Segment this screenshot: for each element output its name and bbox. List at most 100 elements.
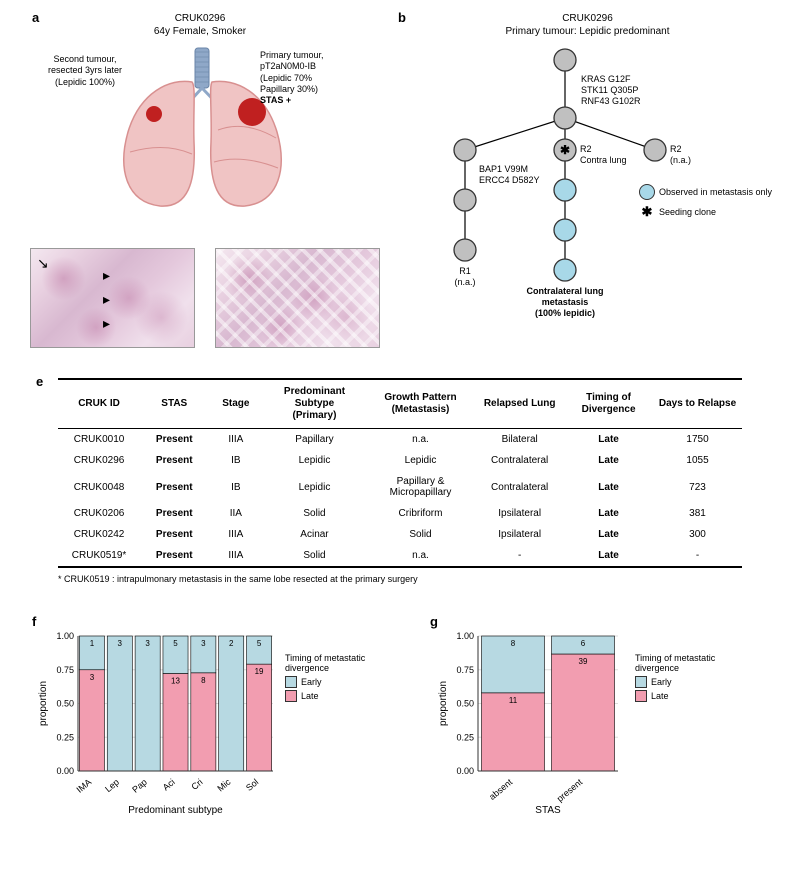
- patient-id: CRUK0296: [175, 13, 226, 24]
- svg-text:0.25: 0.25: [456, 732, 474, 742]
- table-col-4: Growth Pattern(Metastasis): [366, 379, 475, 429]
- svg-text:Aci: Aci: [161, 777, 177, 793]
- table-cell: Acinar: [263, 524, 366, 545]
- table-cell: Solid: [263, 545, 366, 567]
- table-col-2: Stage: [208, 379, 263, 429]
- svg-text:8: 8: [201, 676, 206, 685]
- table-col-1: STAS: [140, 379, 208, 429]
- panel-b-tree: CRUK0296 Primary tumour: Lepidic predomi…: [395, 12, 780, 332]
- tree-svg: ✱KRAS G12FSTK11 Q305PRNF43 G102RBAP1 V99…: [395, 40, 780, 320]
- left-tumor-text: Second tumour,resected 3yrs later(Lepidi…: [30, 54, 140, 88]
- table-cell: 300: [653, 524, 742, 545]
- table-col-7: Days to Relapse: [653, 379, 742, 429]
- table-footnote: * CRUK0519 : intrapulmonary metastasis i…: [58, 574, 742, 584]
- svg-text:✱: ✱: [560, 143, 570, 157]
- table-cell: n.a.: [366, 429, 475, 451]
- table-cell: -: [653, 545, 742, 567]
- table-cell: Present: [140, 545, 208, 567]
- legend-met-text: Observed in metastasis only: [659, 187, 772, 197]
- panel-a-lung-diagram: CRUK0296 64y Female, Smoker Second tumou…: [30, 12, 370, 232]
- svg-text:39: 39: [579, 657, 588, 666]
- svg-text:Cri: Cri: [189, 777, 204, 792]
- table-cell: Contralateral: [475, 471, 564, 503]
- svg-text:proportion: proportion: [438, 681, 449, 726]
- histology-d-image: [215, 248, 380, 348]
- table-row: CRUK0519*PresentIIIASolidn.a.-Late-: [58, 545, 742, 567]
- panel-f-chart: 0.000.250.500.751.0031IMA3Lep3Pap135Aci8…: [30, 618, 410, 843]
- table-cell: IIIA: [208, 545, 263, 567]
- svg-text:present: present: [555, 777, 585, 804]
- svg-text:KRAS G12F: KRAS G12F: [581, 74, 631, 84]
- chart-f-legend: Timing of metastaticdivergenceEarlyLate: [285, 653, 365, 704]
- svg-text:R2: R2: [580, 144, 592, 154]
- svg-text:5: 5: [257, 639, 262, 648]
- table-cell: -: [475, 545, 564, 567]
- table-cell: Cribriform: [366, 503, 475, 524]
- svg-text:3: 3: [118, 639, 123, 648]
- patient-info: 64y Female, Smoker: [154, 26, 246, 37]
- svg-text:0.00: 0.00: [456, 766, 474, 776]
- table-cell: Late: [564, 524, 653, 545]
- table-cell: CRUK0242: [58, 524, 140, 545]
- table-cell: IB: [208, 471, 263, 503]
- table-cell: 381: [653, 503, 742, 524]
- table-cell: Ipsilateral: [475, 524, 564, 545]
- tree-patient-id: CRUK0296: [562, 13, 613, 24]
- chart-g-svg: 0.000.250.500.751.00118absent396presentp…: [430, 618, 770, 828]
- table-cell: CRUK0048: [58, 471, 140, 503]
- table-cell: Late: [564, 429, 653, 451]
- panel-d-histology: [215, 248, 390, 363]
- table-cell: Ipsilateral: [475, 503, 564, 524]
- svg-text:1.00: 1.00: [56, 631, 74, 641]
- table-cell: Contralateral: [475, 450, 564, 471]
- table-cell: 1055: [653, 450, 742, 471]
- table-cell: 1750: [653, 429, 742, 451]
- svg-text:ERCC4 D582Y: ERCC4 D582Y: [479, 175, 540, 185]
- svg-text:3: 3: [90, 673, 95, 682]
- svg-text:0.50: 0.50: [56, 699, 74, 709]
- right-tumor-text: Primary tumour,pT2aN0M0-IB(Lepidic 70%Pa…: [260, 50, 370, 106]
- svg-text:1.00: 1.00: [456, 631, 474, 641]
- table-row: CRUK0010PresentIIIAPapillaryn.a.Bilatera…: [58, 429, 742, 451]
- table-cell: CRUK0296: [58, 450, 140, 471]
- table-cell: IIA: [208, 503, 263, 524]
- table-row: CRUK0296PresentIBLepidicLepidicContralat…: [58, 450, 742, 471]
- svg-text:Contralateral lung: Contralateral lung: [526, 286, 603, 296]
- svg-text:3: 3: [145, 639, 150, 648]
- svg-text:STAS: STAS: [535, 805, 561, 816]
- table-cell: Bilateral: [475, 429, 564, 451]
- table-cell: Papillary: [263, 429, 366, 451]
- table-cell: Present: [140, 503, 208, 524]
- svg-text:0.75: 0.75: [56, 665, 74, 675]
- table-cell: Late: [564, 450, 653, 471]
- table-cell: CRUK0519*: [58, 545, 140, 567]
- svg-text:0.50: 0.50: [456, 699, 474, 709]
- panel-e-label: e: [36, 374, 43, 389]
- svg-text:(100% lepidic): (100% lepidic): [535, 308, 595, 318]
- table-row: CRUK0242PresentIIIAAcinarSolidIpsilatera…: [58, 524, 742, 545]
- svg-text:Lep: Lep: [103, 777, 121, 794]
- svg-text:metastasis: metastasis: [542, 297, 589, 307]
- svg-text:3: 3: [201, 639, 206, 648]
- table-cell: IB: [208, 450, 263, 471]
- histology-c-image: ↘ ▸ ▸ ▸: [30, 248, 195, 348]
- table-cell: Lepidic: [263, 450, 366, 471]
- svg-text:11: 11: [509, 696, 518, 705]
- svg-text:0.75: 0.75: [456, 665, 474, 675]
- svg-text:(n.a.): (n.a.): [670, 155, 691, 165]
- table-cell: Solid: [263, 503, 366, 524]
- svg-text:IMA: IMA: [75, 777, 94, 795]
- table-header-row: CRUK IDSTASStagePredominant Subtype(Prim…: [58, 379, 742, 429]
- table-cell: Present: [140, 450, 208, 471]
- table-cell: Lepidic: [366, 450, 475, 471]
- tree-title: Primary tumour: Lepidic predominant: [506, 26, 670, 37]
- svg-text:STK11 Q305P: STK11 Q305P: [581, 85, 638, 95]
- table-body: CRUK0010PresentIIIAPapillaryn.a.Bilatera…: [58, 429, 742, 568]
- table-row: CRUK0206PresentIIASolidCribriformIpsilat…: [58, 503, 742, 524]
- table-cell: CRUK0010: [58, 429, 140, 451]
- table-cell: n.a.: [366, 545, 475, 567]
- svg-text:6: 6: [581, 639, 586, 648]
- chart-g-legend: Timing of metastaticdivergenceEarlyLate: [635, 653, 715, 704]
- table-cell: IIIA: [208, 429, 263, 451]
- table-cell: Present: [140, 429, 208, 451]
